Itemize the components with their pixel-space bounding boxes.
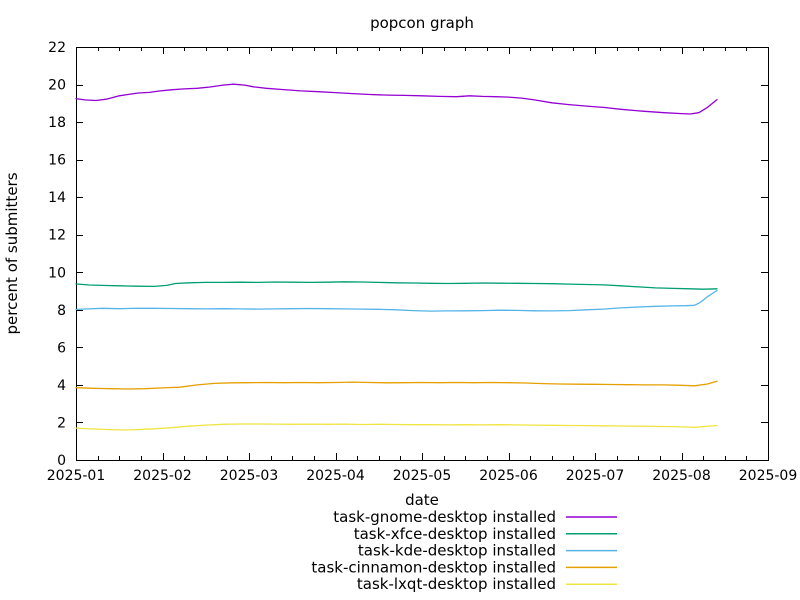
legend-label: task-cinnamon-desktop installed: [311, 558, 556, 576]
legend-entry: task-xfce-desktop installed: [354, 525, 617, 543]
x-axis-label: date: [405, 491, 439, 509]
y-tick-label: 12: [48, 228, 66, 244]
plot-border: [76, 47, 769, 461]
series-line-4: [75, 380, 718, 390]
series-line-2: [75, 281, 718, 290]
y-tick-label: 0: [57, 453, 66, 469]
y-tick-label: 20: [48, 78, 66, 94]
y-tick-label: 4: [57, 378, 66, 394]
x-tick-label: 2025-04: [306, 468, 365, 484]
x-tick-label: 2025-03: [220, 468, 279, 484]
y-axis-label: percent of submitters: [3, 172, 21, 334]
axes: [76, 47, 769, 461]
x-tick-label: 2025-08: [652, 468, 711, 484]
y-tick-label: 6: [57, 340, 66, 356]
x-tick-label: 2025-07: [566, 468, 625, 484]
series-lines: [75, 83, 718, 431]
legend-label: task-gnome-desktop installed: [333, 508, 556, 526]
x-tick-label: 2025-02: [133, 468, 192, 484]
x-tick-label: 2025-06: [479, 468, 538, 484]
y-tick-label: 8: [57, 303, 66, 319]
x-tick-label: 2025-01: [47, 468, 106, 484]
legend: task-gnome-desktop installedtask-xfce-de…: [311, 508, 617, 593]
x-tick-label: 2025-05: [393, 468, 452, 484]
legend-entry: task-lxqt-desktop installed: [357, 575, 617, 593]
chart-title: popcon graph: [370, 14, 474, 32]
y-tick-label: 18: [48, 115, 66, 131]
legend-entry: task-kde-desktop installed: [358, 542, 617, 560]
y-tick-label: 22: [48, 40, 66, 56]
series-line-3: [75, 289, 718, 312]
y-tick-label: 16: [48, 153, 66, 169]
x-axis-ticks: [76, 47, 769, 460]
x-tick-label: 2025-09: [739, 468, 798, 484]
axis-labels: 2025-01 2025-02 2025-03 2025-04 2025-05 2025-…: [3, 14, 797, 509]
y-tick-label: 10: [48, 265, 66, 281]
legend-label: task-xfce-desktop installed: [354, 525, 556, 543]
y-tick-label: 2: [57, 415, 66, 431]
legend-label: task-lxqt-desktop installed: [357, 575, 556, 593]
legend-entry: task-cinnamon-desktop installed: [311, 558, 617, 576]
series-line-5: [75, 423, 718, 431]
legend-entry: task-gnome-desktop installed: [333, 508, 617, 526]
legend-label: task-kde-desktop installed: [358, 542, 556, 560]
series-line-1: [75, 83, 718, 115]
y-axis-ticks: [76, 47, 768, 461]
y-tick-label: 14: [48, 190, 66, 206]
